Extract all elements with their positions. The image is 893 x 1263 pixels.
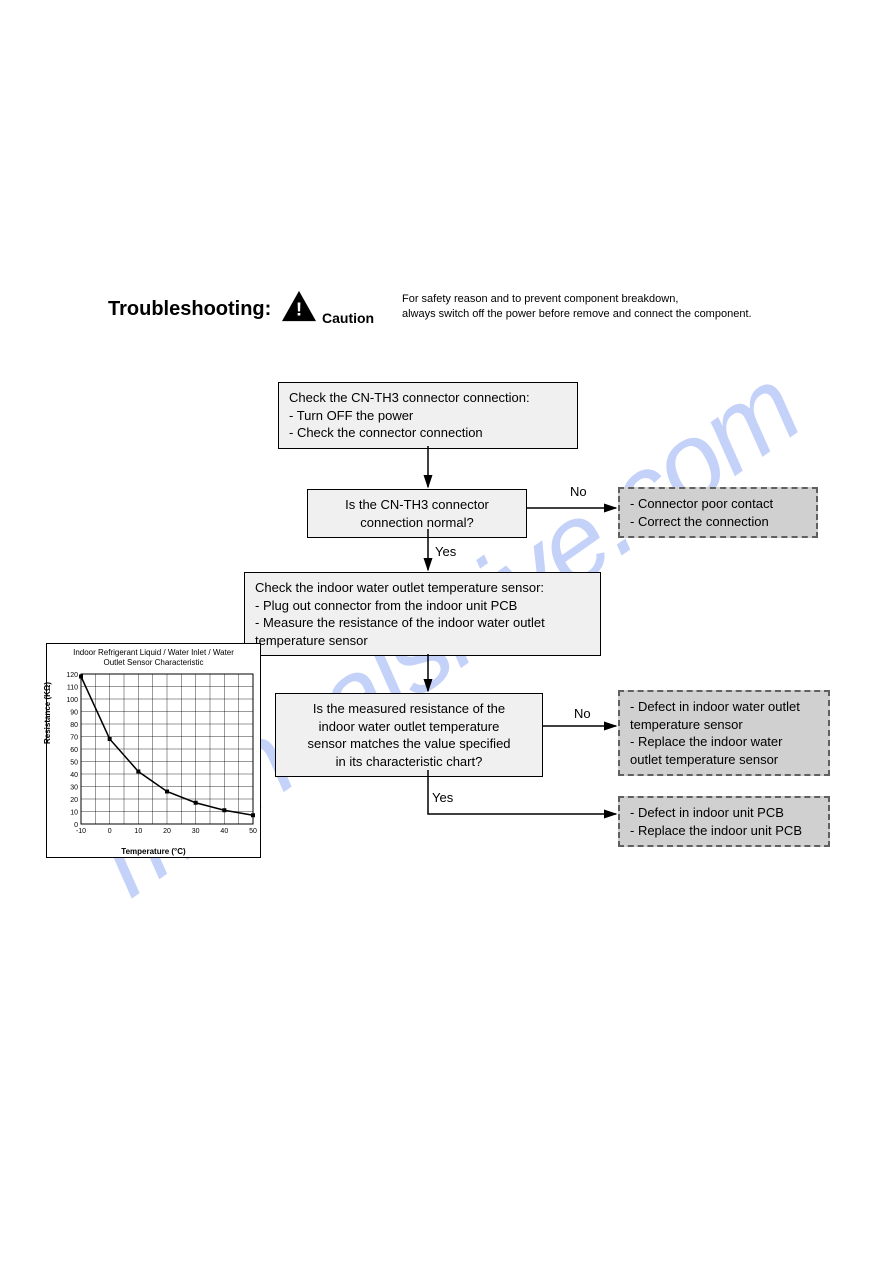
svg-text:0: 0 [108,828,112,835]
svg-text:50: 50 [70,760,78,767]
flow-decision-1: Is the CN-TH3 connector connection norma… [307,489,527,538]
svg-text:20: 20 [163,828,171,835]
svg-text:60: 60 [70,747,78,754]
svg-text:30: 30 [192,828,200,835]
edge-label-yes-1: Yes [435,544,456,559]
caution-line1: For safety reason and to prevent compone… [402,293,678,305]
flow-outcome-1: - Connector poor contact - Correct the c… [618,487,818,538]
flow-outcome-2: - Defect in indoor water outlet temperat… [618,690,830,776]
svg-text:100: 100 [66,697,78,704]
flow-decision-2: Is the measured resistance of the indoor… [275,693,543,777]
svg-text:30: 30 [70,785,78,792]
svg-text:70: 70 [70,735,78,742]
svg-text:90: 90 [70,710,78,717]
svg-text:50: 50 [249,828,257,835]
edge-label-yes-2: Yes [432,790,453,805]
flow-step-1: Check the CN-TH3 connector connection: -… [278,382,578,449]
caution-line2: always switch off the power before remov… [402,308,752,320]
caution-icon: ! [280,289,318,323]
caution-label: Caution [322,310,374,326]
svg-text:40: 40 [220,828,228,835]
edge-label-no-2: No [574,706,591,721]
svg-text:10: 10 [70,810,78,817]
svg-text:80: 80 [70,722,78,729]
svg-text:!: ! [296,299,302,320]
svg-text:10: 10 [134,828,142,835]
svg-text:110: 110 [67,685,78,692]
edge-label-no-1: No [570,484,587,499]
svg-text:-10: -10 [76,828,86,835]
svg-text:40: 40 [70,772,78,779]
caution-text: For safety reason and to prevent compone… [402,292,802,322]
flow-step-2: Check the indoor water outlet temperatur… [244,572,601,656]
sensor-characteristic-chart: Indoor Refrigerant Liquid / Water Inlet … [46,643,261,858]
svg-text:120: 120 [66,672,78,679]
flow-outcome-3: - Defect in indoor unit PCB - Replace th… [618,796,830,847]
svg-text:20: 20 [70,797,78,804]
page-heading: Troubleshooting: [108,298,271,321]
